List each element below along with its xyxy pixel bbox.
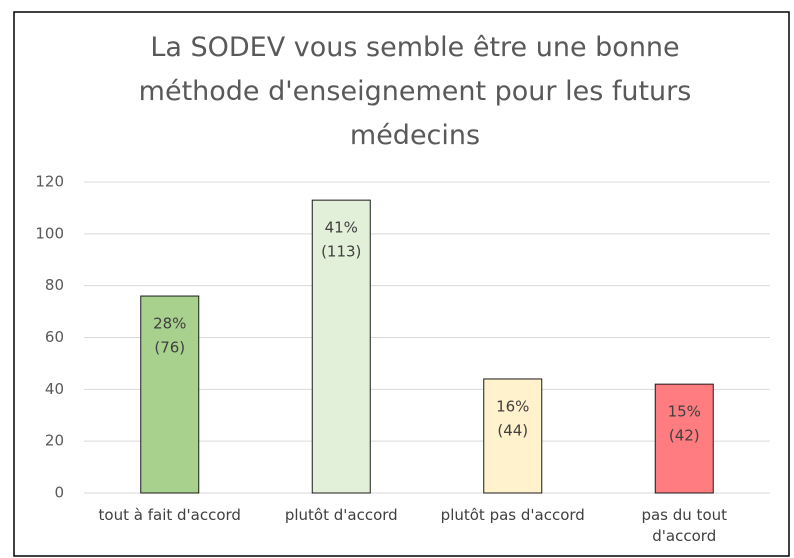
y-tick-label: 80 <box>45 276 64 294</box>
x-tick-label: pas du tout d'accord <box>641 506 728 545</box>
data-label: (42) <box>669 427 700 445</box>
data-label: (44) <box>497 421 528 439</box>
bar <box>654 383 714 494</box>
chart-border <box>13 11 790 557</box>
bar <box>483 378 543 494</box>
bar <box>140 295 200 494</box>
y-tick-label: 120 <box>35 173 64 191</box>
chart-title: La SODEV vous semble être une bonne méth… <box>138 32 692 151</box>
y-tick-label: 60 <box>45 328 64 346</box>
data-label: 16% <box>496 397 529 415</box>
y-tick-label: 100 <box>35 224 64 242</box>
y-tick-label: 40 <box>45 380 64 398</box>
data-label: (76) <box>154 339 185 357</box>
data-label: (113) <box>321 243 361 261</box>
y-tick-label: 0 <box>54 484 64 502</box>
data-label: 28% <box>153 315 186 333</box>
data-label: 15% <box>668 403 701 421</box>
data-label: 41% <box>325 219 358 237</box>
bar <box>311 199 371 494</box>
x-tick-label: plutôt pas d'accord <box>440 506 585 524</box>
y-tick-label: 20 <box>45 432 64 450</box>
x-tick-label: plutôt d'accord <box>284 506 398 524</box>
x-tick-label: tout à fait d'accord <box>98 506 241 524</box>
